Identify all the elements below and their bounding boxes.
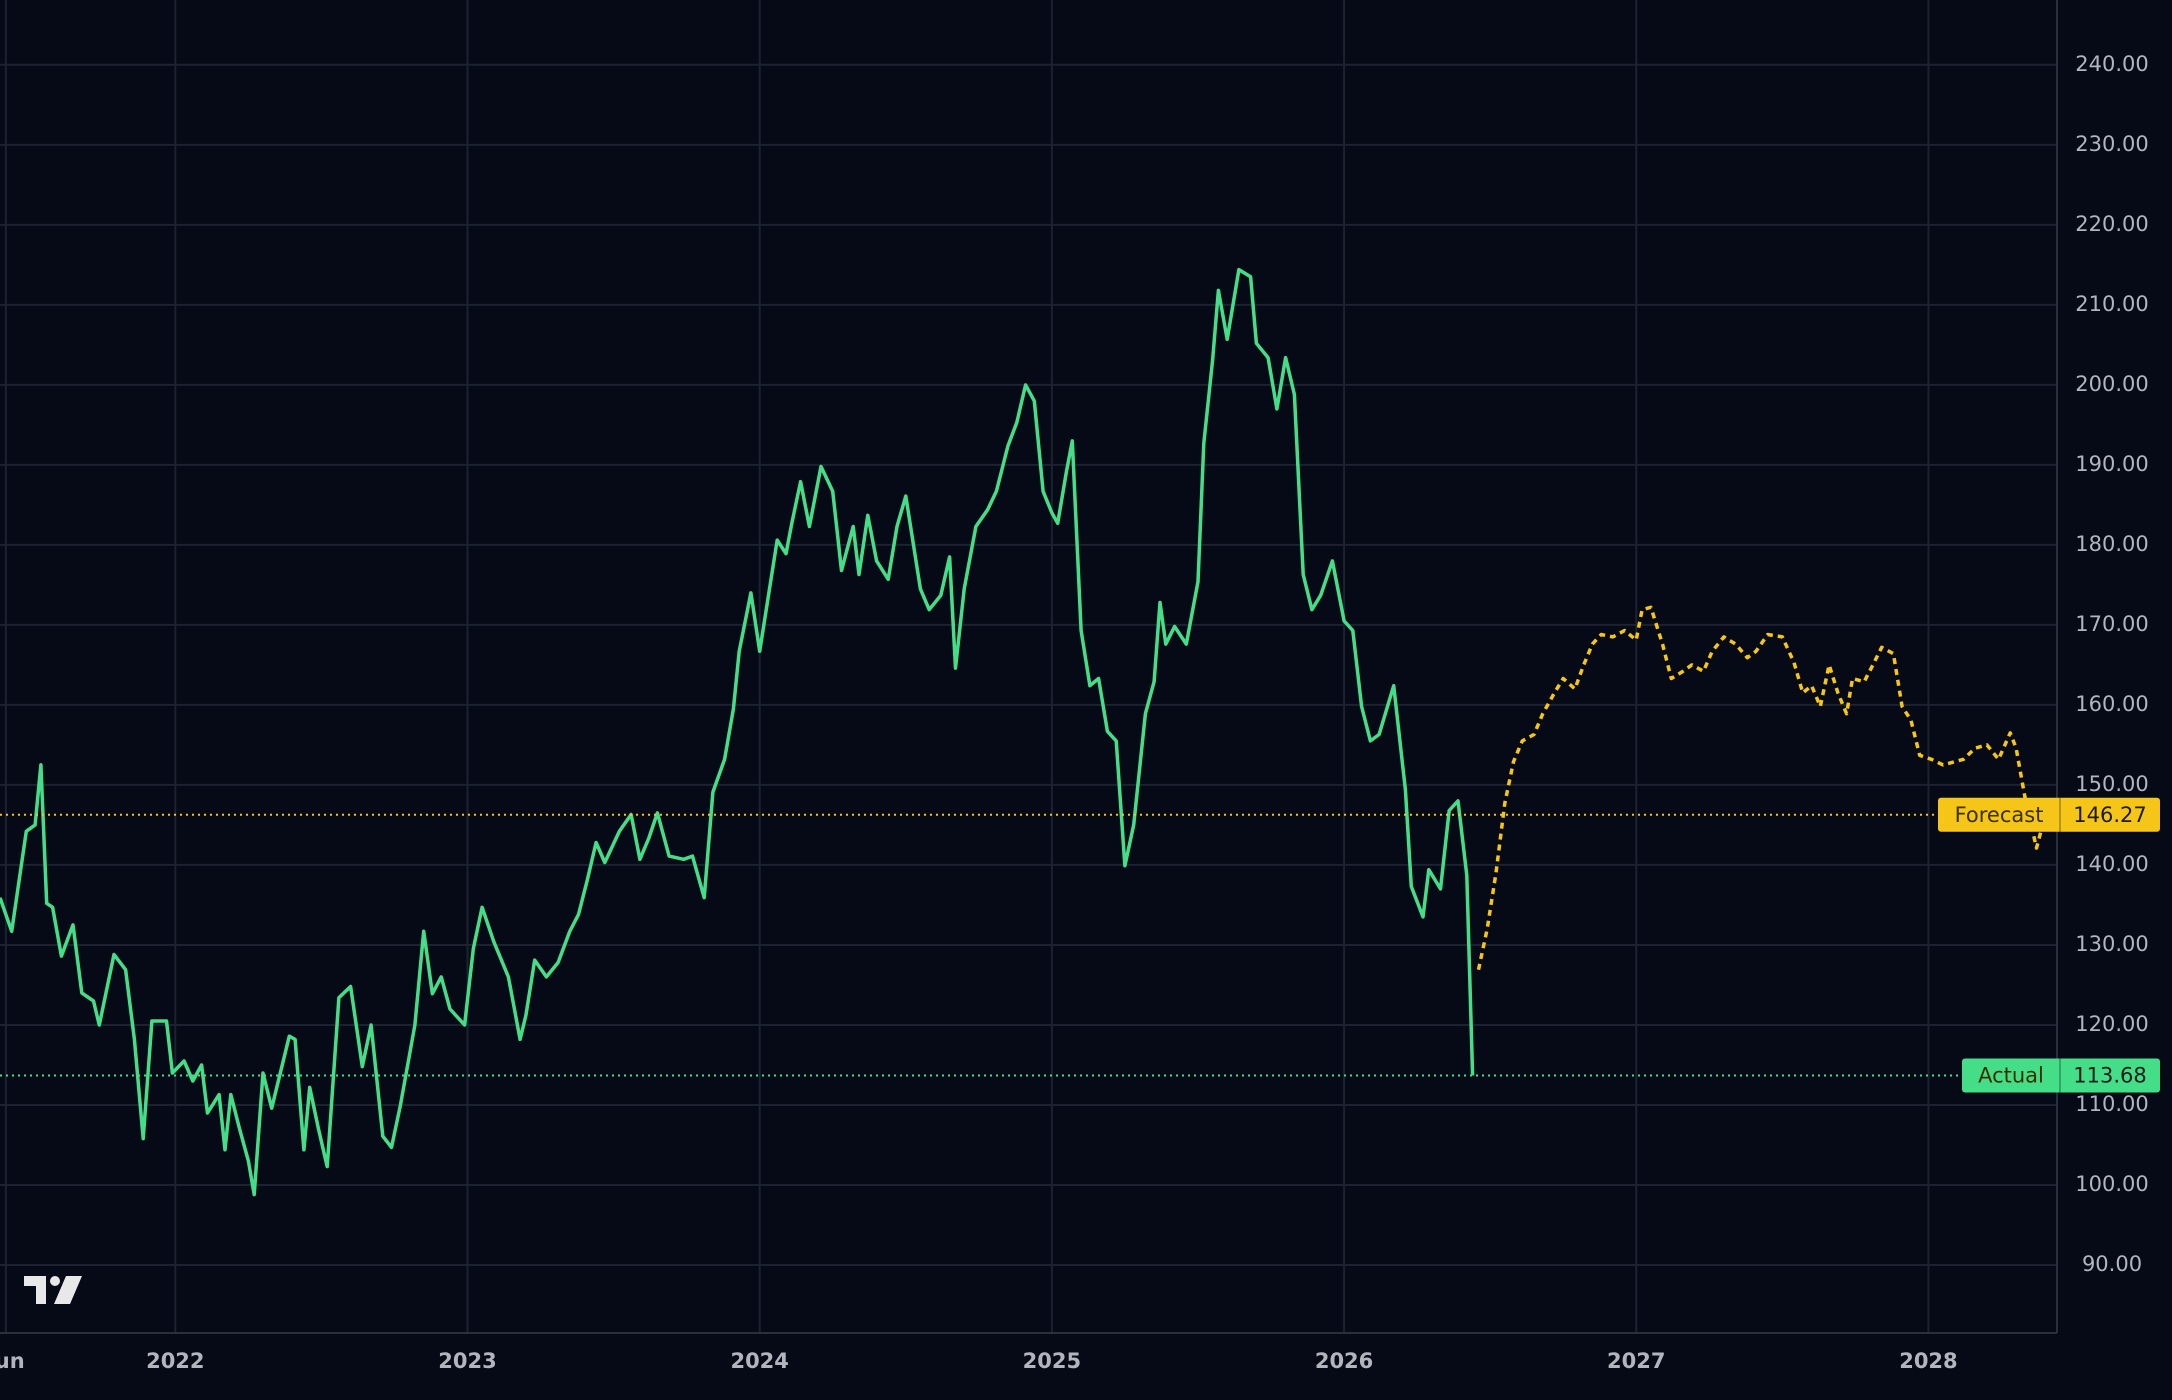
x-tick-label: 2027 — [1607, 1349, 1665, 1373]
y-tick-label: 170.00 — [2075, 612, 2148, 636]
price-tag — [1962, 1058, 2160, 1093]
y-tick-label: 110.00 — [2075, 1092, 2148, 1116]
y-tick-label: 230.00 — [2075, 132, 2148, 156]
y-tick-label: 120.00 — [2075, 1012, 2148, 1036]
x-tick-label: Jun — [0, 1349, 25, 1373]
y-tick-label: 210.00 — [2075, 292, 2148, 316]
x-tick-label: 2022 — [146, 1349, 204, 1373]
price-tag-name: Actual — [1978, 1064, 2044, 1088]
series-line — [1476, 605, 2047, 971]
x-tick-label: 2028 — [1899, 1349, 1957, 1373]
y-tick-label: 220.00 — [2075, 212, 2148, 236]
logo-part — [54, 1276, 82, 1304]
y-tick-label: 160.00 — [2075, 692, 2148, 716]
y-tick-label: 240.00 — [2075, 52, 2148, 76]
x-tick-label: 2025 — [1023, 1349, 1081, 1373]
axes: 90.00 100.00 110.00 120.00 130.00 140.00 150.0… — [0, 52, 2149, 1373]
x-tick-label: 2023 — [438, 1349, 496, 1373]
x-tick-label: 2026 — [1315, 1349, 1373, 1373]
logo-part — [50, 1276, 60, 1286]
x-tick-label: 2024 — [730, 1349, 788, 1373]
y-tick-label: 180.00 — [2075, 532, 2148, 556]
y-tick-label: 100.00 — [2075, 1172, 2148, 1196]
plot-area — [0, 267, 2057, 1197]
price-tag-value: 113.68 — [2073, 1064, 2146, 1088]
y-tick-label: 90.00 — [2082, 1252, 2142, 1276]
logo-part — [24, 1276, 46, 1304]
y-tick-label: 200.00 — [2075, 372, 2148, 396]
grid — [0, 0, 2057, 1333]
y-tick-label: 150.00 — [2075, 772, 2148, 796]
series-line — [0, 267, 1475, 1197]
price-tags: Actual 113.68 Forecast 146.27 — [1938, 797, 2160, 1093]
logo — [24, 1276, 82, 1304]
y-tick-label: 130.00 — [2075, 932, 2148, 956]
price-tag-value: 146.27 — [2073, 803, 2146, 827]
y-tick-label: 140.00 — [2075, 852, 2148, 876]
y-tick-label: 190.00 — [2075, 452, 2148, 476]
price-tag — [1938, 797, 2160, 832]
price-tag-name: Forecast — [1955, 803, 2044, 827]
